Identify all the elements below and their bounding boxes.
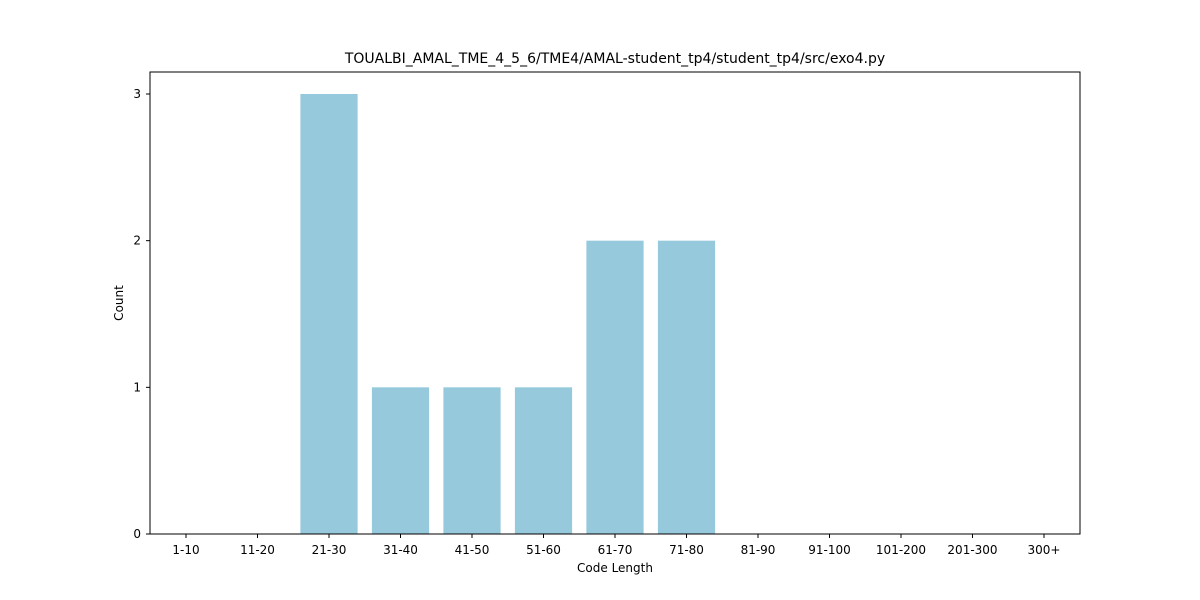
bar-61-70 [586,240,644,535]
x-tick-label: 300+ [1028,543,1061,557]
x-tick-label: 101-200 [876,543,926,557]
bar-71-80 [657,240,716,535]
bar-41-50 [443,387,501,534]
y-tick-label: 0 [133,527,141,541]
y-axis-label: Count [112,285,126,321]
bar-51-60 [514,387,573,534]
x-tick-label: 81-90 [741,543,776,557]
chart-title: TOUALBI_AMAL_TME_4_5_6/TME4/AMAL-student… [344,51,885,67]
x-axis-label: Code Length [577,561,653,575]
x-tick-label: 71-80 [669,543,704,557]
x-tick-label: 11-20 [240,543,275,557]
x-tick-label: 1-10 [172,543,199,557]
y-tick-label: 2 [133,234,141,248]
bars-group [300,94,716,535]
bar-31-40 [371,387,430,534]
x-axis: 1-10 11-20 21-30 31-40 41-50 51-60 61-70 71-80 8… [172,534,1060,557]
y-tick-label: 1 [133,380,141,394]
x-tick-label: 201-300 [947,543,997,557]
x-tick-label: 21-30 [312,543,347,557]
x-tick-label: 61-70 [598,543,633,557]
bar-21-30 [300,94,358,534]
x-tick-label: 41-50 [455,543,490,557]
x-tick-label: 51-60 [526,543,561,557]
y-tick-label: 3 [133,87,141,101]
x-tick-label: 91-100 [808,543,851,557]
y-axis: 0 1 2 3 [133,87,150,541]
x-tick-label: 31-40 [383,543,418,557]
